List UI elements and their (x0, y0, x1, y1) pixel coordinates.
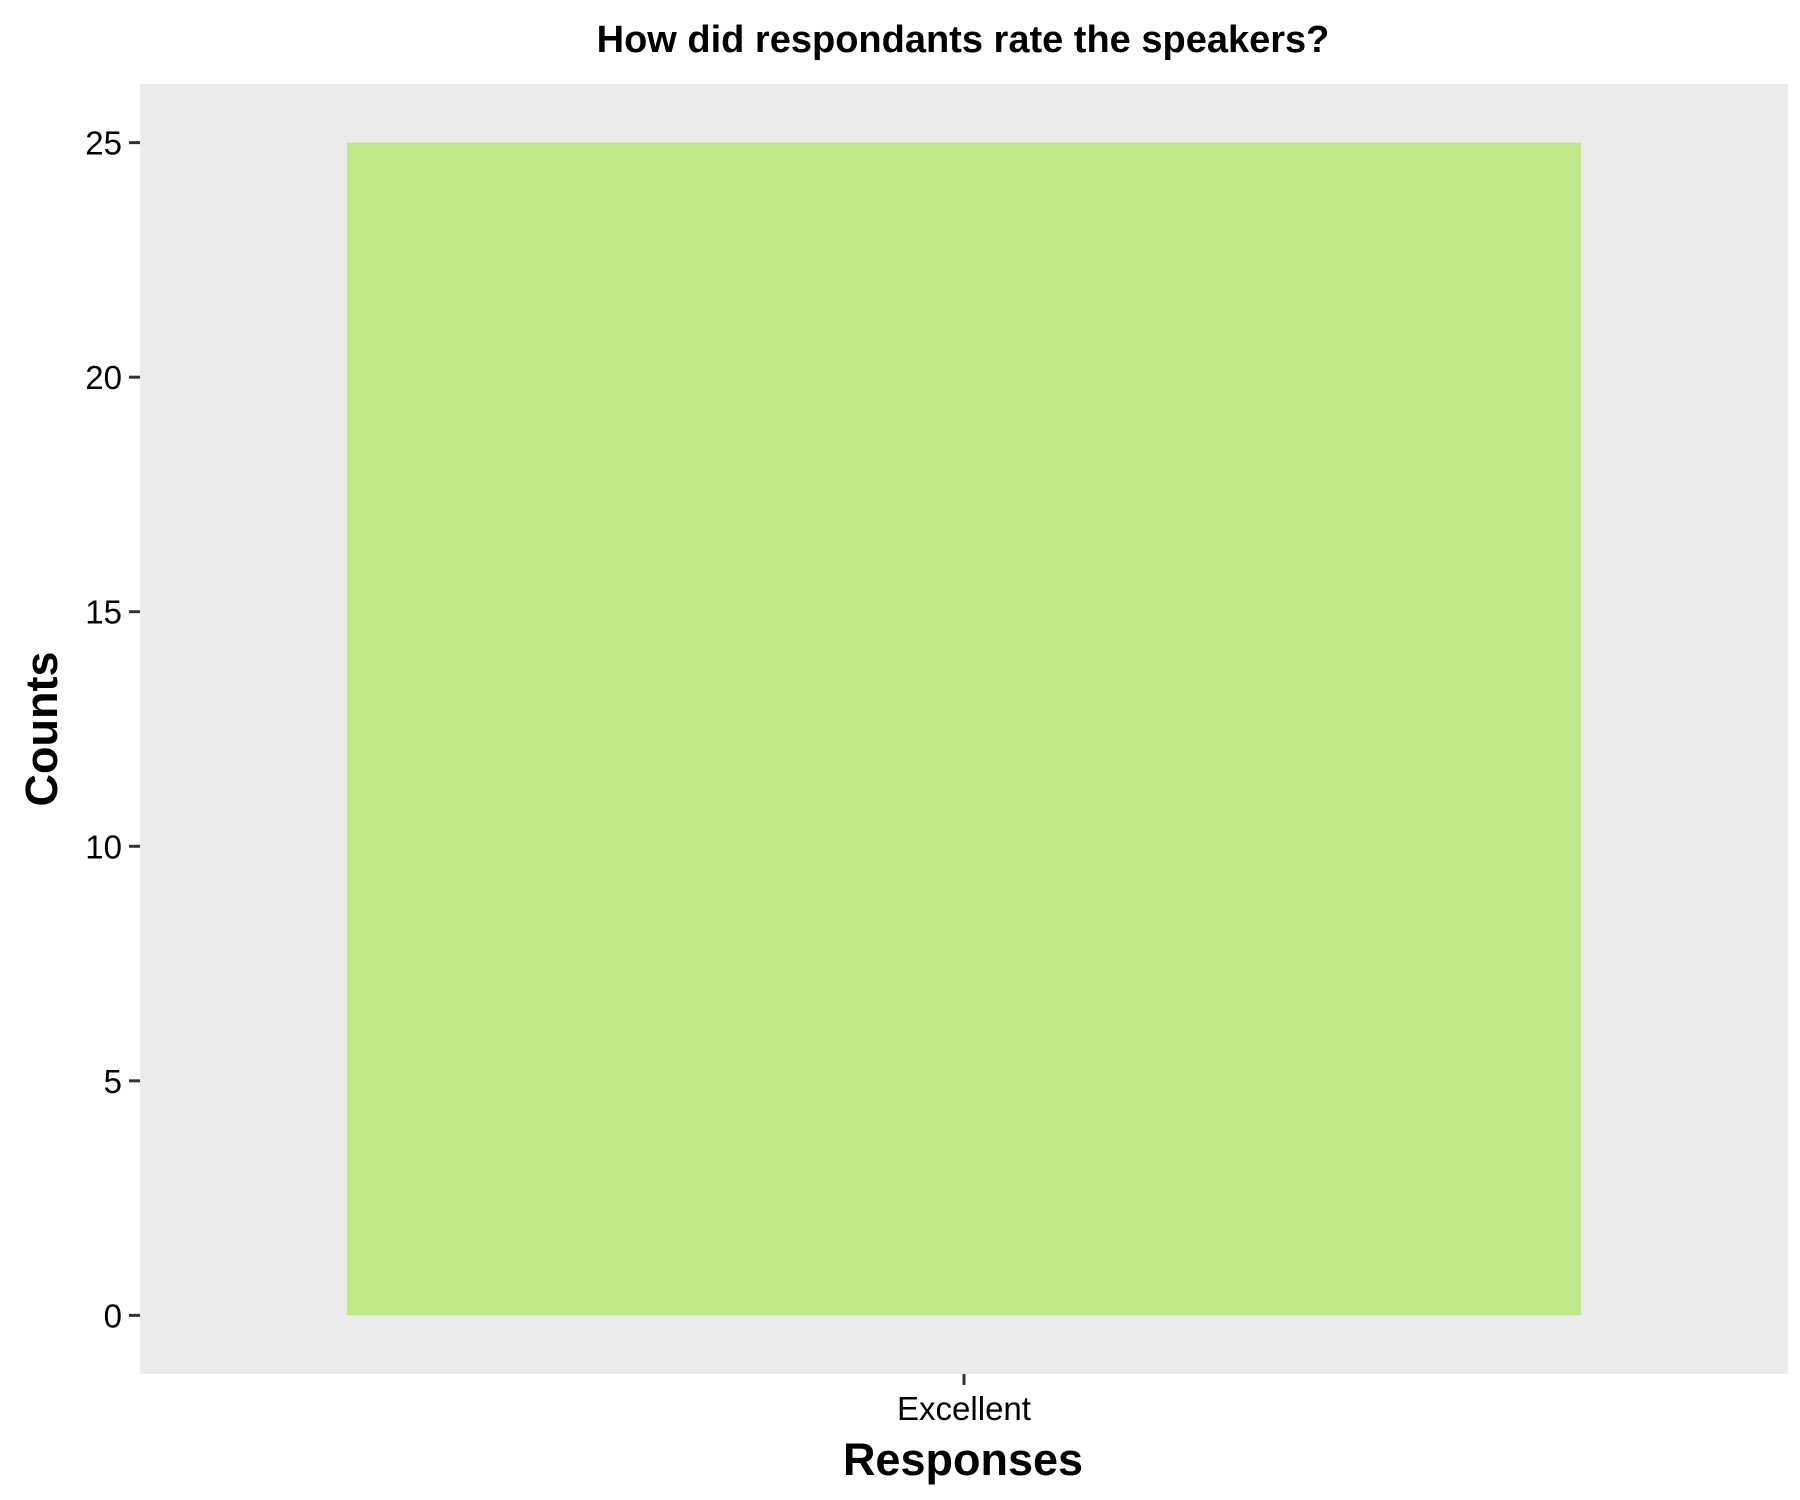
bar-excellent (347, 142, 1581, 1316)
x-axis: Excellent (897, 1374, 1031, 1427)
y-tick-label: 0 (104, 1297, 122, 1334)
bars-group (347, 142, 1581, 1316)
x-tick-label: Excellent (897, 1390, 1031, 1427)
y-axis-title: Counts (16, 652, 67, 807)
x-axis-title: Responses (843, 1434, 1083, 1485)
y-tick-label: 10 (85, 828, 122, 865)
y-axis: 0 5 10 15 20 25 (85, 125, 140, 1334)
chart-title: How did respondants rate the speakers? (597, 19, 1330, 61)
y-tick-label: 20 (85, 359, 122, 396)
y-tick-label: 25 (85, 125, 122, 162)
y-tick-label: 15 (85, 594, 122, 631)
y-tick-label: 5 (104, 1063, 122, 1100)
